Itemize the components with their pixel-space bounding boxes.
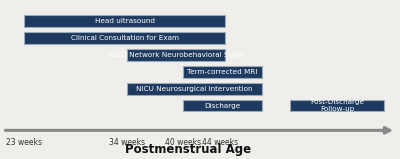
Text: 44 weeks: 44 weeks	[202, 138, 238, 147]
FancyBboxPatch shape	[290, 100, 384, 111]
FancyBboxPatch shape	[24, 32, 225, 44]
Text: 34 weeks: 34 weeks	[109, 138, 145, 147]
FancyBboxPatch shape	[183, 66, 262, 78]
Text: NICU Neurosurgical Intervention: NICU Neurosurgical Intervention	[136, 86, 253, 92]
FancyBboxPatch shape	[183, 100, 262, 111]
FancyBboxPatch shape	[127, 83, 262, 94]
Text: Postmenstrual Age: Postmenstrual Age	[124, 143, 251, 156]
Text: Discharge: Discharge	[204, 103, 241, 109]
Text: NICU Network Neurobehavioral Scale: NICU Network Neurobehavioral Scale	[109, 52, 243, 58]
Text: 40 weeks: 40 weeks	[165, 138, 201, 147]
Text: Head ultrasound: Head ultrasound	[94, 18, 154, 24]
Text: Term-corrected MRI: Term-corrected MRI	[188, 69, 258, 75]
Text: Clinical Consultation for Exam: Clinical Consultation for Exam	[70, 35, 178, 41]
FancyBboxPatch shape	[127, 49, 225, 61]
Text: 23 weeks: 23 weeks	[6, 138, 42, 147]
Text: Post-Discharge
Follow-up: Post-Discharge Follow-up	[310, 99, 364, 112]
FancyBboxPatch shape	[24, 15, 225, 27]
